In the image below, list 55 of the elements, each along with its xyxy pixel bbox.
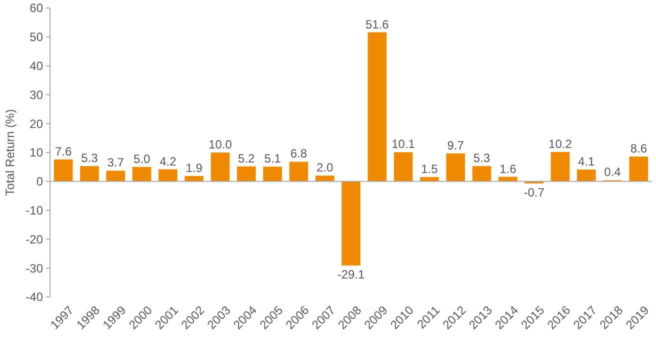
data-label: 4.1: [578, 154, 596, 169]
bar: [184, 176, 204, 182]
y-axis-title: Total Return (%): [3, 109, 17, 196]
data-label: 1.5: [421, 162, 438, 176]
data-label: 4.2: [160, 154, 177, 168]
data-label: 5.2: [238, 151, 256, 166]
y-tick-label: -10: [26, 204, 44, 218]
data-label: 5.1: [264, 152, 282, 166]
y-tick-label: 0: [36, 174, 44, 189]
bar: [550, 152, 570, 182]
bar: [210, 152, 230, 182]
data-label: 10.1: [392, 137, 416, 152]
data-label: 5.3: [473, 151, 490, 166]
bar: [394, 152, 413, 182]
data-label: 10.2: [548, 136, 572, 151]
bar: [368, 32, 387, 182]
y-tick-label: 60: [30, 1, 44, 16]
bar: [158, 169, 178, 182]
y-tick-label: -40: [26, 290, 44, 304]
data-label: 1.6: [500, 162, 517, 176]
bar: [289, 162, 308, 182]
y-tick-label: -30: [26, 261, 44, 276]
bar: [629, 156, 648, 182]
bar: [576, 170, 596, 182]
data-label: 8.6: [630, 142, 648, 156]
bar: [342, 181, 360, 266]
data-label: 7.6: [54, 144, 72, 158]
y-tick-label: 10: [30, 146, 44, 160]
data-label: 5.3: [81, 151, 98, 166]
data-label: 51.6: [365, 17, 390, 32]
data-label: 9.7: [447, 138, 464, 152]
data-label: 5.0: [133, 152, 150, 166]
bar: [106, 170, 126, 182]
bar: [54, 159, 73, 182]
data-label: 1.9: [186, 160, 203, 175]
bar: [315, 176, 334, 182]
bar: [236, 166, 256, 182]
data-label: -0.7: [524, 185, 545, 200]
y-tick-label: 50: [30, 30, 44, 44]
bar: [263, 166, 282, 182]
data-label: 6.8: [290, 146, 308, 161]
y-tick-label: 30: [30, 88, 44, 102]
data-label: 0.4: [604, 165, 622, 180]
data-label: 10.0: [208, 138, 232, 152]
bar: [132, 166, 152, 182]
data-label: 2.0: [316, 160, 334, 175]
bar: [80, 166, 99, 182]
data-label: -29.1: [337, 268, 365, 282]
y-tick-label: 40: [30, 59, 44, 73]
y-tick-label: 20: [30, 116, 44, 131]
bar: [446, 153, 466, 182]
y-tick-label: -20: [26, 232, 44, 246]
data-label: 3.7: [107, 156, 124, 170]
bar: [420, 177, 439, 182]
bar: [472, 166, 492, 182]
